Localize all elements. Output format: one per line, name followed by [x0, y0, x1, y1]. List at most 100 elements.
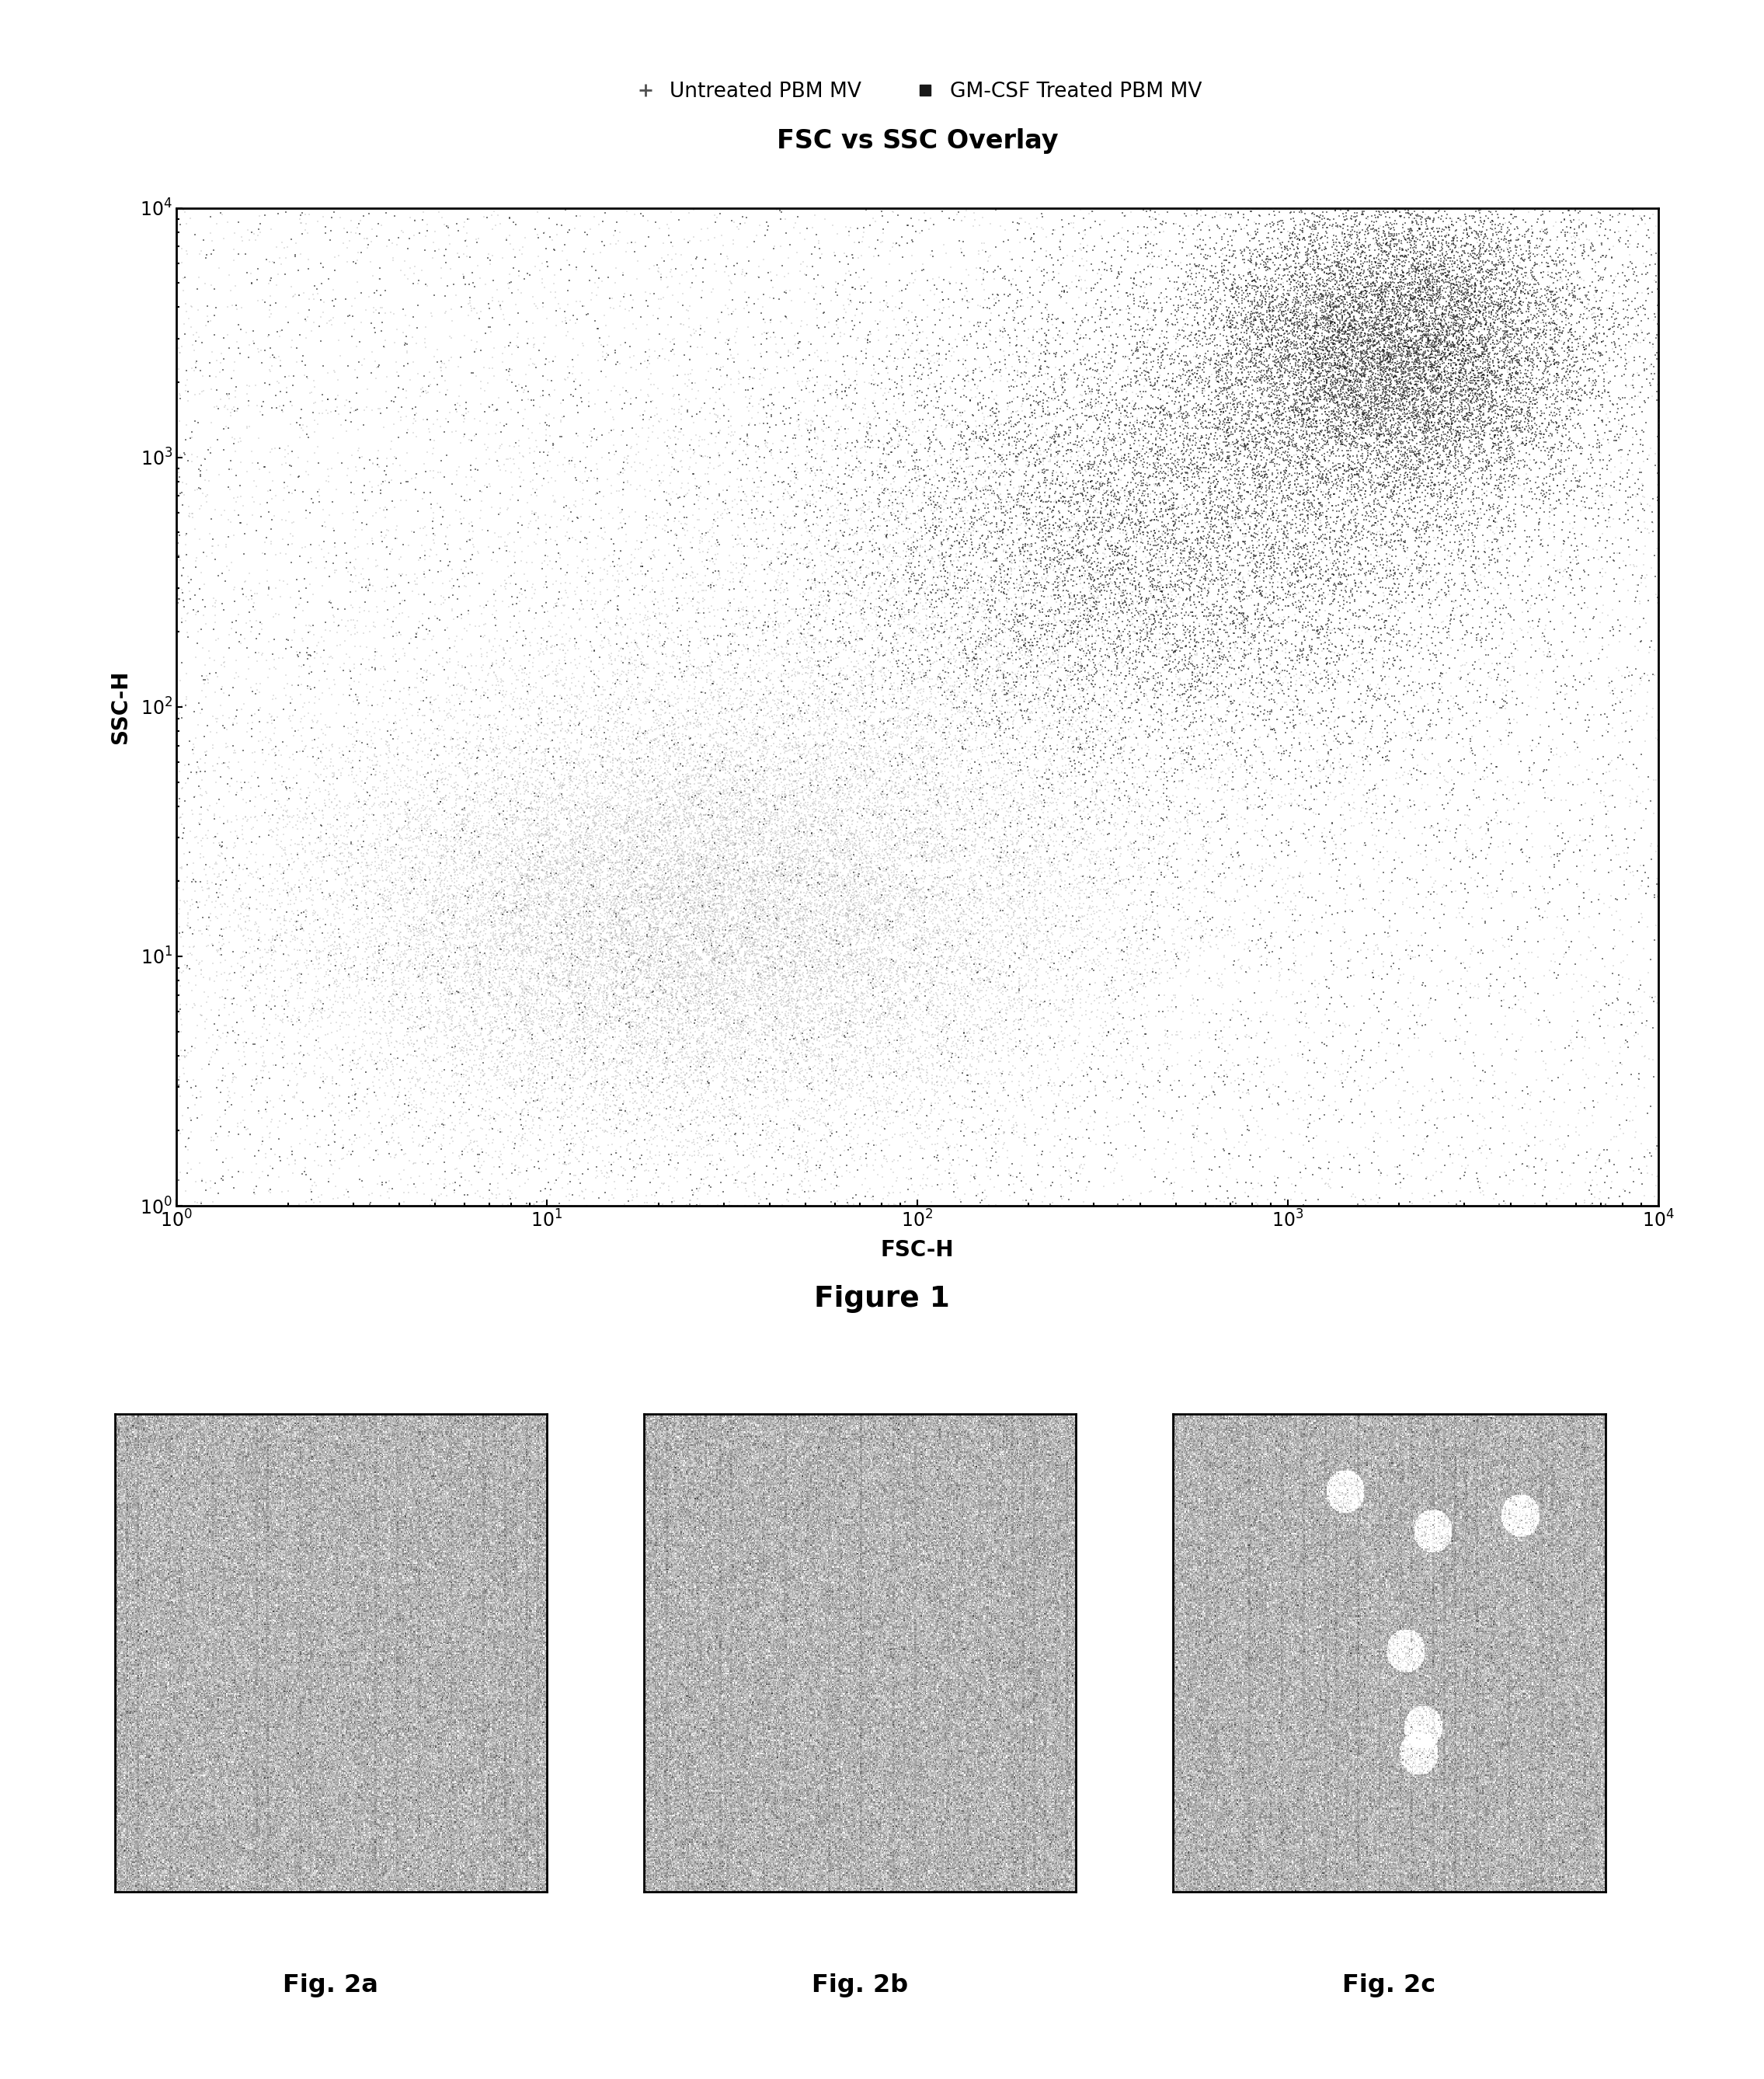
- Point: [1480, 489, 1508, 522]
- Point: [369, 1052, 397, 1085]
- Point: [1256, 597, 1284, 630]
- Point: [1159, 455, 1187, 489]
- Point: [965, 237, 993, 270]
- Point: [430, 1008, 459, 1042]
- Point: [1122, 356, 1150, 389]
- Point: [848, 572, 877, 605]
- Point: [764, 258, 792, 291]
- Point: [979, 917, 1007, 950]
- Point: [286, 1035, 314, 1069]
- Point: [330, 985, 358, 1019]
- Point: [1071, 383, 1099, 416]
- Point: [1259, 345, 1288, 378]
- Point: [686, 759, 714, 792]
- Point: [697, 674, 725, 707]
- Point: [854, 767, 882, 800]
- Point: [961, 495, 990, 528]
- Point: [513, 915, 542, 948]
- Point: [940, 973, 968, 1006]
- Point: [316, 940, 344, 973]
- Point: [810, 902, 838, 936]
- Point: [429, 782, 457, 815]
- Point: [572, 881, 600, 915]
- Point: [1625, 391, 1653, 424]
- Point: [1023, 1071, 1051, 1104]
- Point: [713, 996, 741, 1029]
- Point: [931, 503, 960, 536]
- Point: [1173, 356, 1201, 389]
- Point: [817, 1146, 845, 1179]
- Point: [1297, 345, 1325, 378]
- Point: [910, 767, 938, 800]
- Point: [1270, 191, 1298, 225]
- Point: [1330, 927, 1358, 960]
- Point: [201, 965, 229, 998]
- Point: [665, 963, 693, 996]
- Point: [1491, 241, 1519, 274]
- Point: [1411, 397, 1439, 430]
- Point: [1409, 277, 1438, 310]
- Point: [1349, 503, 1378, 536]
- Point: [720, 875, 748, 909]
- Point: [674, 807, 702, 840]
- Point: [836, 1008, 864, 1042]
- Point: [1307, 520, 1335, 553]
- Point: [1235, 748, 1263, 782]
- Point: [538, 896, 566, 929]
- Point: [1644, 195, 1672, 229]
- Point: [951, 657, 979, 690]
- Point: [1475, 881, 1503, 915]
- Point: [1408, 389, 1436, 422]
- Point: [282, 227, 310, 260]
- Point: [773, 626, 801, 659]
- Point: [443, 1023, 471, 1056]
- Point: [534, 605, 563, 638]
- Point: [988, 1075, 1016, 1108]
- Point: [750, 811, 778, 844]
- Point: [437, 840, 466, 873]
- Point: [1005, 538, 1034, 572]
- Point: [1268, 607, 1297, 640]
- Point: [1131, 852, 1159, 886]
- Point: [1427, 233, 1455, 266]
- Point: [563, 802, 591, 836]
- Point: [1496, 287, 1524, 320]
- Point: [517, 1064, 545, 1098]
- Point: [771, 1046, 799, 1079]
- Point: [1127, 501, 1155, 534]
- Point: [827, 191, 856, 225]
- Point: [302, 551, 330, 584]
- Point: [649, 1146, 677, 1179]
- Point: [799, 811, 827, 844]
- Point: [866, 655, 894, 688]
- Point: [981, 850, 1009, 884]
- Point: [730, 780, 759, 813]
- Point: [1307, 503, 1335, 536]
- Point: [946, 881, 974, 915]
- Point: [607, 1048, 635, 1081]
- Point: [877, 942, 905, 975]
- Point: [1335, 308, 1364, 341]
- Point: [1268, 358, 1297, 391]
- Point: [457, 965, 485, 998]
- Point: [579, 850, 607, 884]
- Point: [804, 1056, 833, 1089]
- Point: [1519, 312, 1547, 345]
- Point: [886, 867, 914, 900]
- Point: [732, 892, 760, 925]
- Point: [1044, 435, 1073, 468]
- Point: [215, 632, 243, 665]
- Point: [529, 840, 557, 873]
- Point: [706, 792, 734, 825]
- Point: [203, 786, 231, 819]
- Point: [1394, 335, 1422, 368]
- Point: [1492, 222, 1521, 256]
- Point: [573, 813, 602, 846]
- Point: [908, 622, 937, 655]
- Point: [1469, 457, 1498, 491]
- Point: [1222, 272, 1251, 306]
- Point: [1265, 593, 1293, 626]
- Point: [1030, 730, 1058, 763]
- Point: [716, 921, 744, 954]
- Point: [965, 630, 993, 663]
